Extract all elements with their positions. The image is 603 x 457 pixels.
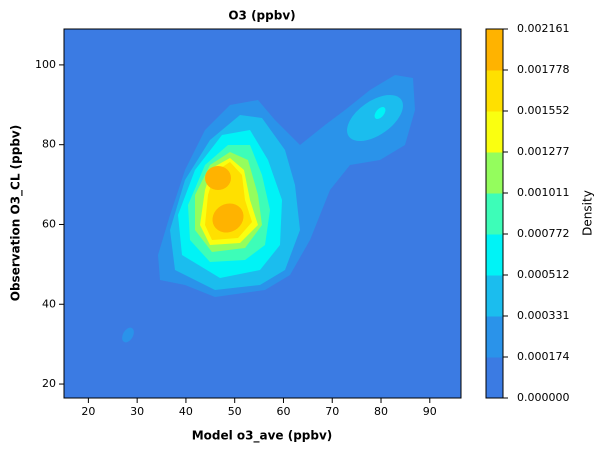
plot-frame: [63, 28, 462, 399]
y-tick-label: 40: [42, 297, 56, 310]
y-tick-label: 100: [35, 58, 56, 71]
contour-region: [212, 203, 244, 233]
x-axis-label: Model o3_ave (ppbv): [192, 429, 333, 444]
colorbar-band: [486, 234, 503, 276]
colorbar-band: [486, 275, 503, 317]
y-tick-label: 20: [42, 377, 56, 390]
x-tick-label: 90: [423, 405, 437, 418]
colorbar-tick-label: 0.001277: [517, 145, 570, 158]
colorbar-band: [486, 316, 503, 358]
y-axis-label: Observation O3_CL (ppbv): [9, 125, 24, 301]
colorbar-tick-label: 0.000512: [517, 268, 570, 281]
colorbar-tick-label: 0.000174: [517, 350, 570, 363]
colorbar-band: [486, 111, 503, 153]
colorbar-band: [486, 152, 503, 194]
colorbar-tick-label: 0.000772: [517, 227, 570, 240]
colorbar-tick-label: 0.001778: [517, 63, 570, 76]
colorbar-band: [486, 357, 503, 399]
contour-region: [374, 107, 386, 119]
colorbar-band: [486, 70, 503, 112]
colorbar-tick-label: 0.001011: [517, 186, 570, 199]
chart-title: O3 (ppbv): [228, 9, 295, 23]
y-tick-label: 80: [42, 138, 56, 151]
colorbar-band: [486, 193, 503, 235]
contour-region: [347, 94, 403, 142]
colorbar-label: Density: [581, 190, 595, 236]
colorbar-frame: [485, 28, 504, 399]
x-tick-label: 30: [130, 405, 144, 418]
x-tick-label: 40: [179, 405, 193, 418]
y-tick-label: 60: [42, 217, 56, 230]
x-tick-label: 80: [374, 405, 388, 418]
colorbar-tick-label: 0.000000: [517, 391, 570, 404]
colorbar-tick-label: 0.002161: [517, 22, 570, 35]
colorbar-band: [486, 29, 503, 71]
x-tick-label: 50: [228, 405, 242, 418]
contour-region: [122, 327, 134, 343]
colorbar-tick-label: 0.001552: [517, 104, 570, 117]
x-tick-label: 20: [81, 405, 95, 418]
colorbar-tick-label: 0.000331: [517, 309, 570, 322]
x-tick-label: 70: [325, 405, 339, 418]
x-tick-label: 60: [276, 405, 290, 418]
contour-region: [205, 166, 231, 190]
